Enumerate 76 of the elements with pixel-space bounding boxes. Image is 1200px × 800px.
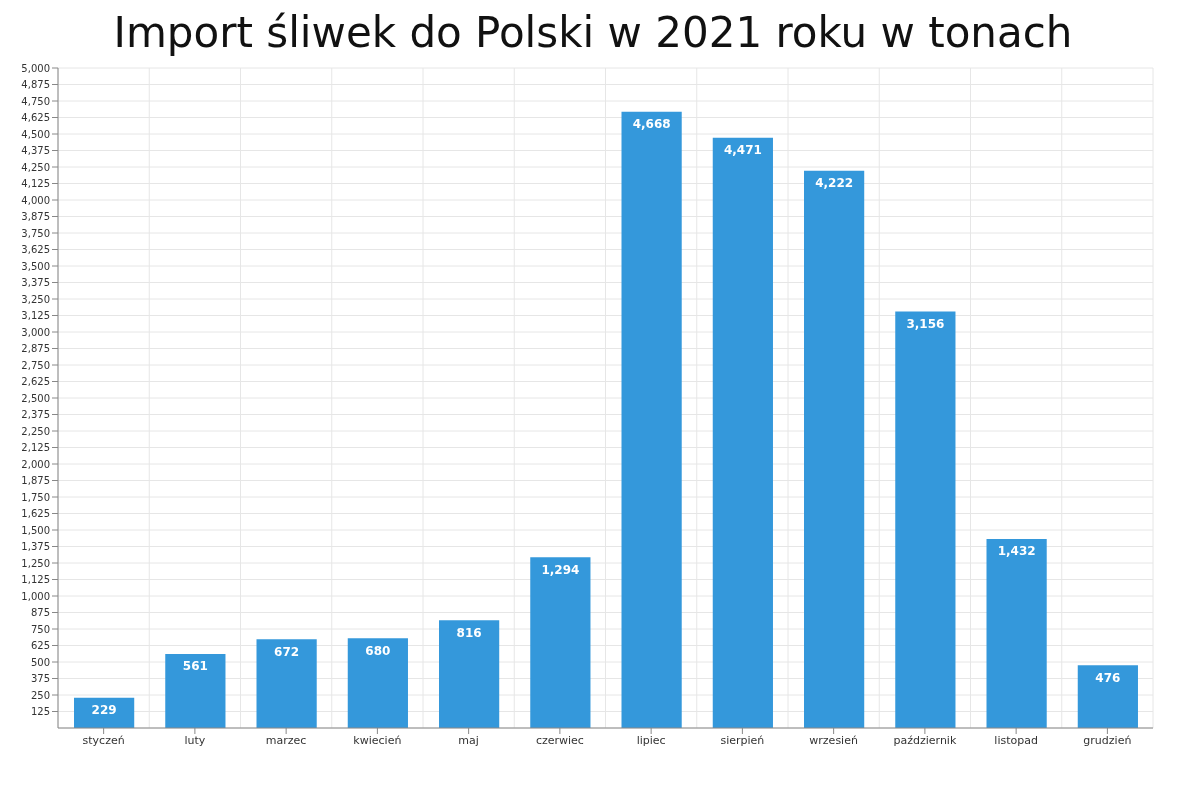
bar — [347, 638, 408, 728]
x-tick-label: lipiec — [636, 733, 666, 747]
y-tick-label: 4,250 — [21, 161, 50, 173]
x-tick-label: listopad — [994, 733, 1038, 747]
y-tick-label: 2,125 — [21, 442, 50, 454]
data-label: 3,156 — [906, 316, 945, 331]
bar — [986, 538, 1047, 728]
y-tick-label: 625 — [30, 640, 50, 652]
y-tick-label: 2,625 — [21, 376, 50, 388]
bar — [895, 311, 956, 728]
bar — [804, 170, 865, 728]
data-label: 476 — [1095, 670, 1121, 685]
y-tick-label: 3,125 — [21, 310, 50, 322]
y-tick-label: 4,375 — [21, 145, 50, 157]
y-tick-label: 2,500 — [21, 392, 50, 404]
x-tick-label: październik — [893, 733, 957, 747]
y-tick-label: 2,750 — [21, 359, 50, 371]
y-tick-label: 3,875 — [21, 211, 50, 223]
y-tick-label: 125 — [30, 706, 50, 718]
y-tick-label: 3,375 — [21, 277, 50, 289]
y-tick-label: 750 — [30, 623, 50, 635]
y-tick-label: 4,625 — [21, 112, 50, 124]
y-tick-label: 4,500 — [21, 128, 50, 140]
data-label: 229 — [91, 703, 117, 718]
data-label: 680 — [365, 643, 391, 658]
data-label: 1,432 — [997, 544, 1036, 559]
y-tick-label: 3,500 — [21, 260, 50, 272]
y-tick-label: 1,250 — [21, 557, 50, 569]
y-tick-label: 1,875 — [21, 475, 50, 487]
y-tick-label: 1,375 — [21, 541, 50, 553]
data-label: 1,294 — [541, 562, 580, 577]
chart-title: Import śliwek do Polski w 2021 roku w tonach — [112, 8, 1074, 57]
y-tick-label: 5,000 — [21, 62, 50, 74]
y-tick-label: 3,250 — [21, 293, 50, 305]
bar — [1077, 665, 1138, 728]
y-tick-label: 3,625 — [21, 244, 50, 256]
data-label: 4,222 — [815, 176, 854, 191]
data-label: 672 — [274, 644, 300, 659]
data-label: 4,471 — [723, 143, 762, 158]
y-tick-label: 2,375 — [21, 409, 50, 421]
x-tick-label: maj — [458, 733, 479, 747]
y-tick-label: 500 — [30, 656, 50, 668]
bar — [165, 653, 226, 728]
y-tick-label: 1,625 — [21, 508, 50, 520]
y-tick-label: 1,125 — [21, 574, 50, 586]
x-tick-label: sierpień — [720, 733, 765, 747]
y-tick-label: 4,000 — [21, 194, 50, 206]
data-label: 816 — [456, 625, 482, 640]
y-tick-label: 4,875 — [21, 79, 50, 91]
bar — [256, 639, 317, 728]
y-tick-label: 3,000 — [21, 326, 50, 338]
y-tick-label: 3,750 — [21, 227, 50, 239]
bar — [530, 557, 591, 728]
y-tick-label: 1,750 — [21, 491, 50, 503]
y-tick-label: 1,500 — [21, 524, 50, 536]
y-tick-label: 2,875 — [21, 343, 50, 355]
data-label: 4,668 — [632, 117, 671, 132]
y-tick-label: 375 — [30, 673, 50, 685]
y-tick-label: 4,750 — [21, 95, 50, 107]
x-tick-label: czerwiec — [535, 733, 584, 747]
data-label: 561 — [182, 659, 208, 674]
x-tick-label: kwiecień — [353, 733, 402, 747]
x-tick-label: luty — [184, 733, 206, 747]
y-tick-label: 250 — [30, 689, 50, 701]
y-tick-label: 1,000 — [21, 590, 50, 602]
x-tick-label: marzec — [265, 733, 307, 747]
y-tick-label: 2,250 — [21, 425, 50, 437]
x-tick-label: wrzesień — [809, 733, 858, 747]
bar — [439, 620, 500, 728]
y-tick-label: 4,125 — [21, 178, 50, 190]
x-tick-label: styczeń — [82, 733, 125, 747]
y-tick-label: 875 — [30, 607, 50, 619]
bar — [621, 111, 682, 728]
y-tick-label: 2,000 — [21, 458, 50, 470]
bar — [712, 137, 773, 728]
x-tick-label: grudzień — [1083, 733, 1132, 747]
